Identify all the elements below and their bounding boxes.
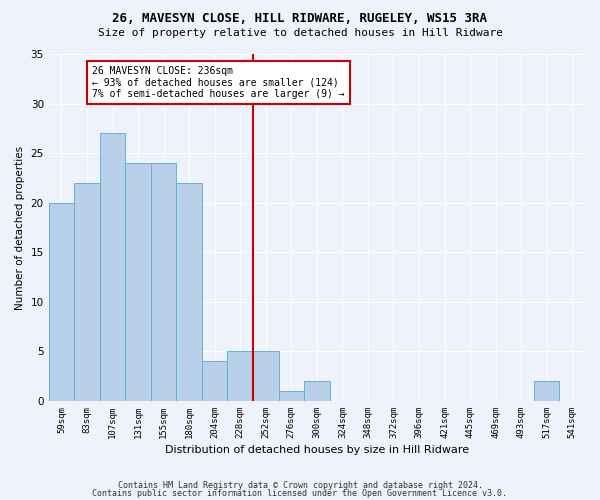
Text: 26 MAVESYN CLOSE: 236sqm
← 93% of detached houses are smaller (124)
7% of semi-d: 26 MAVESYN CLOSE: 236sqm ← 93% of detach… xyxy=(92,66,345,99)
Bar xyxy=(100,134,125,401)
X-axis label: Distribution of detached houses by size in Hill Ridware: Distribution of detached houses by size … xyxy=(165,445,469,455)
Bar xyxy=(202,362,227,401)
Bar xyxy=(151,163,176,401)
Bar xyxy=(278,391,304,401)
Text: Contains public sector information licensed under the Open Government Licence v3: Contains public sector information licen… xyxy=(92,488,508,498)
Bar xyxy=(227,352,253,401)
Bar xyxy=(304,381,329,401)
Text: 26, MAVESYN CLOSE, HILL RIDWARE, RUGELEY, WS15 3RA: 26, MAVESYN CLOSE, HILL RIDWARE, RUGELEY… xyxy=(113,12,487,26)
Bar xyxy=(49,202,74,401)
Bar xyxy=(125,163,151,401)
Y-axis label: Number of detached properties: Number of detached properties xyxy=(15,146,25,310)
Text: Contains HM Land Registry data © Crown copyright and database right 2024.: Contains HM Land Registry data © Crown c… xyxy=(118,481,482,490)
Bar xyxy=(534,381,559,401)
Bar xyxy=(253,352,278,401)
Bar xyxy=(176,183,202,401)
Bar xyxy=(74,183,100,401)
Text: Size of property relative to detached houses in Hill Ridware: Size of property relative to detached ho… xyxy=(97,28,503,38)
